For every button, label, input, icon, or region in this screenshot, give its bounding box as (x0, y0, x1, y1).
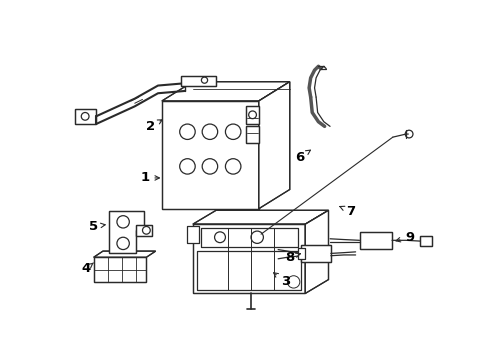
Polygon shape (245, 106, 258, 124)
Polygon shape (192, 210, 328, 224)
Polygon shape (136, 225, 151, 236)
Polygon shape (359, 232, 391, 249)
Polygon shape (94, 251, 155, 257)
Polygon shape (297, 248, 305, 259)
Polygon shape (301, 245, 330, 262)
Polygon shape (419, 237, 431, 246)
Text: 8: 8 (285, 251, 300, 264)
Polygon shape (305, 210, 328, 293)
Polygon shape (245, 126, 258, 143)
Text: 4: 4 (81, 262, 93, 275)
Polygon shape (192, 224, 305, 293)
Polygon shape (94, 257, 146, 282)
Text: 2: 2 (145, 120, 162, 133)
Polygon shape (200, 228, 297, 247)
Text: 6: 6 (295, 150, 310, 164)
Polygon shape (181, 76, 216, 86)
Text: 9: 9 (395, 231, 414, 244)
Polygon shape (162, 82, 289, 101)
Text: 1: 1 (140, 171, 159, 184)
Polygon shape (186, 226, 199, 243)
Polygon shape (162, 101, 258, 209)
Polygon shape (75, 109, 96, 124)
Text: 5: 5 (89, 220, 105, 233)
Polygon shape (196, 251, 301, 289)
Polygon shape (258, 82, 289, 209)
Text: 7: 7 (339, 204, 354, 217)
Polygon shape (109, 211, 144, 253)
Text: 3: 3 (273, 273, 290, 288)
